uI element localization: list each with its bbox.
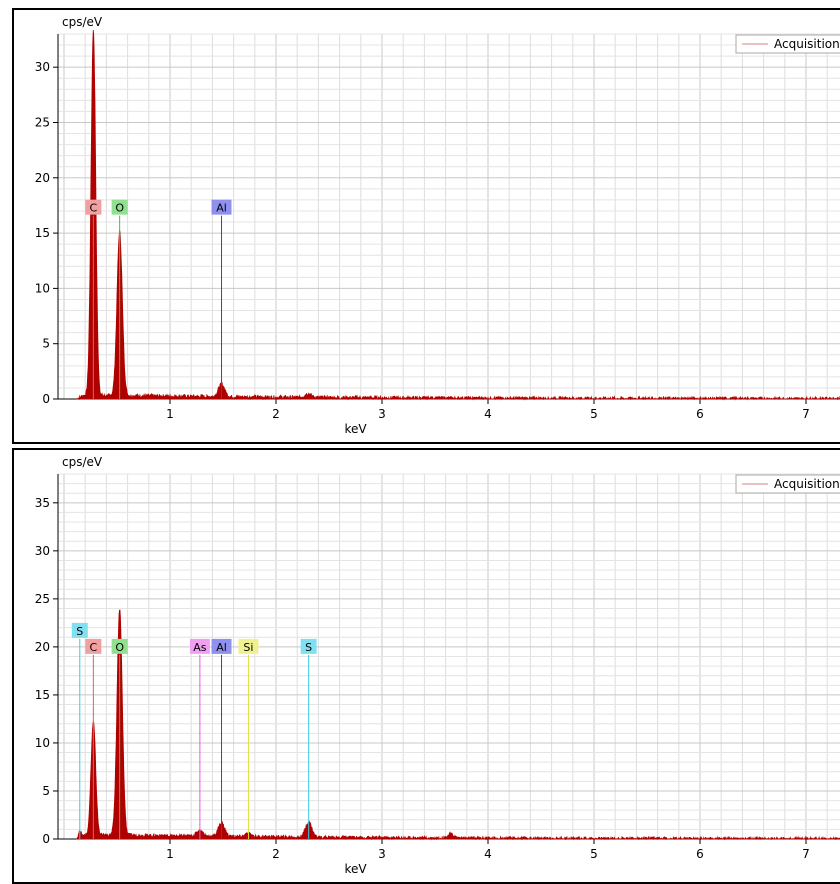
- y-tick-label: 0: [42, 832, 50, 846]
- element-marker-box: [300, 638, 317, 654]
- element-marker-al: Al: [211, 199, 232, 399]
- element-marker-c: C: [85, 638, 102, 839]
- x-tick-label: 7: [802, 847, 810, 861]
- y-tick-label: 5: [42, 337, 50, 351]
- element-marker-si: Si: [238, 638, 259, 839]
- y-tick-label: 25: [35, 115, 50, 129]
- element-marker-box: [85, 638, 102, 654]
- x-tick-label: 2: [272, 407, 280, 421]
- element-marker-box: [211, 199, 232, 215]
- y-tick-label: 10: [35, 281, 50, 295]
- spectrum-series: [76, 609, 840, 841]
- x-tick-label: 6: [696, 847, 704, 861]
- y-tick-label: 5: [42, 784, 50, 798]
- element-marker-o: O: [111, 638, 128, 839]
- x-tick-label: 1: [166, 847, 174, 861]
- y-axis-title: cps/eV: [62, 455, 103, 469]
- y-tick-label: 0: [42, 392, 50, 406]
- element-marker-label: O: [115, 202, 124, 215]
- x-tick-label: 5: [590, 847, 598, 861]
- legend-box: [735, 474, 840, 494]
- x-tick-label: 3: [378, 847, 386, 861]
- x-tick-label: 1: [166, 407, 174, 421]
- element-marker-label: As: [193, 641, 207, 654]
- y-tick-label: 35: [35, 496, 50, 510]
- element-marker-o: O: [111, 199, 128, 399]
- element-marker-label: C: [90, 202, 98, 215]
- element-marker-box: [238, 638, 259, 654]
- element-marker-label: O: [115, 641, 124, 654]
- element-marker-s: S: [300, 638, 317, 839]
- element-marker-label: C: [90, 641, 98, 654]
- y-axis-title: cps/eV: [62, 15, 103, 29]
- element-marker-box: [111, 199, 128, 215]
- x-tick-label: 4: [484, 847, 492, 861]
- x-axis-title: keV: [344, 422, 367, 436]
- element-marker-c: C: [85, 199, 102, 399]
- y-tick-label: 15: [35, 226, 50, 240]
- element-marker-label: S: [305, 641, 312, 654]
- grid: [58, 33, 840, 400]
- element-marker-box: [189, 638, 210, 654]
- element-marker-s: S: [71, 622, 88, 839]
- legend: Acquisition: [735, 34, 840, 54]
- x-tick-label: 6: [696, 407, 704, 421]
- element-marker-box: [211, 638, 232, 654]
- legend-label: Acquisition: [774, 37, 840, 51]
- y-tick-label: 20: [35, 171, 50, 185]
- element-marker-label: Al: [216, 202, 227, 215]
- grid: [58, 473, 840, 840]
- x-tick-label: 7: [802, 407, 810, 421]
- element-marker-box: [111, 638, 128, 654]
- element-marker-as: As: [189, 638, 210, 839]
- spectrum-series: [75, 29, 840, 401]
- x-tick-label: 4: [484, 407, 492, 421]
- x-tick-label: 3: [378, 407, 386, 421]
- x-tick-label: 5: [590, 407, 598, 421]
- legend-box: [735, 34, 840, 54]
- element-marker-label: S: [76, 625, 83, 638]
- element-marker-al: Al: [211, 638, 232, 839]
- element-marker-box: [71, 622, 88, 638]
- y-tick-label: 20: [35, 640, 50, 654]
- y-tick-label: 30: [35, 544, 50, 558]
- element-marker-box: [85, 199, 102, 215]
- element-marker-label: Al: [216, 641, 227, 654]
- x-tick-label: 2: [272, 847, 280, 861]
- y-tick-label: 15: [35, 688, 50, 702]
- spectrum-panel-top: 0 5 10 15 20 25 30 1 2 3 4 5 6 7 cps/eV keV C O Al Acquisit…: [12, 8, 840, 444]
- legend: Acquisition: [735, 474, 840, 494]
- y-tick-label: 30: [35, 60, 50, 74]
- element-marker-label: Si: [243, 641, 253, 654]
- spectrum-panel-bottom: 0 5 10 15 20 25 30 35 1 2 3 4 5 6 7 cps/eV keV S C O As Al Si S…: [12, 448, 840, 884]
- x-axis-title: keV: [344, 862, 367, 876]
- spectrum-chart-top: 0 5 10 15 20 25 30 1 2 3 4 5 6 7 cps/eV keV C O Al Acquisit…: [35, 15, 840, 436]
- y-tick-label: 25: [35, 592, 50, 606]
- y-tick-label: 10: [35, 736, 50, 750]
- legend-label: Acquisition: [774, 477, 840, 491]
